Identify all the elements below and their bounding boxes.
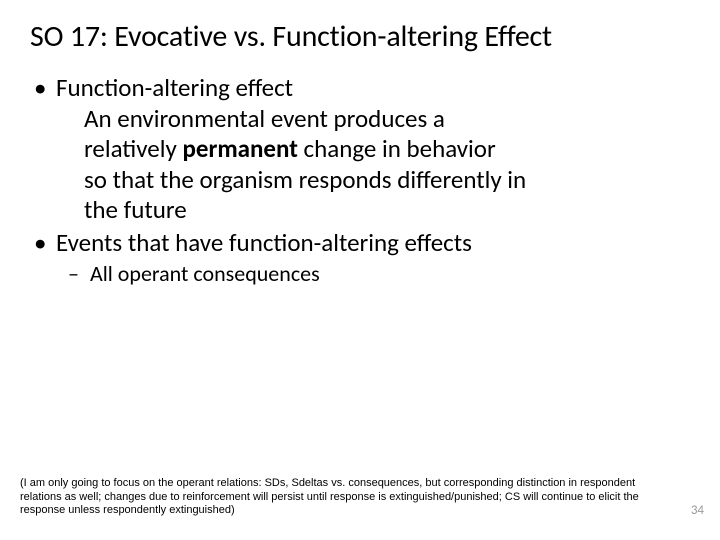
- footnote-text: (I am only going to focus on the operant…: [20, 477, 660, 518]
- bullet-1-line-c: so that the organism responds differentl…: [56, 165, 690, 196]
- bullet-1-lead: Function-altering effect: [56, 72, 293, 103]
- body-list: Function-altering effect An environmenta…: [30, 73, 690, 288]
- page-number: 34: [691, 503, 704, 518]
- sub-list: All operant consequences: [56, 260, 690, 288]
- bullet-1-line-b-pre: relatively: [84, 133, 182, 164]
- bullet-1-line-b: relatively permanent change in behavior: [56, 134, 690, 165]
- bullet-2: Events that have function-altering effec…: [56, 228, 690, 288]
- bullet-1-line-b-bold: permanent: [182, 133, 297, 164]
- bullet-1-line-a: An environmental event produces a: [56, 104, 690, 135]
- bullet-1: Function-altering effect An environmenta…: [56, 73, 690, 226]
- sub-bullet-1: All operant consequences: [90, 260, 690, 288]
- bullet-1-line-b-post: change in behavior: [298, 133, 496, 164]
- bullet-1-line-d: the future: [56, 195, 690, 226]
- slide-title: SO 17: Evocative vs. Function-altering E…: [30, 18, 690, 55]
- slide-container: SO 17: Evocative vs. Function-altering E…: [0, 0, 720, 540]
- bullet-2-lead: Events that have function-altering effec…: [56, 227, 472, 258]
